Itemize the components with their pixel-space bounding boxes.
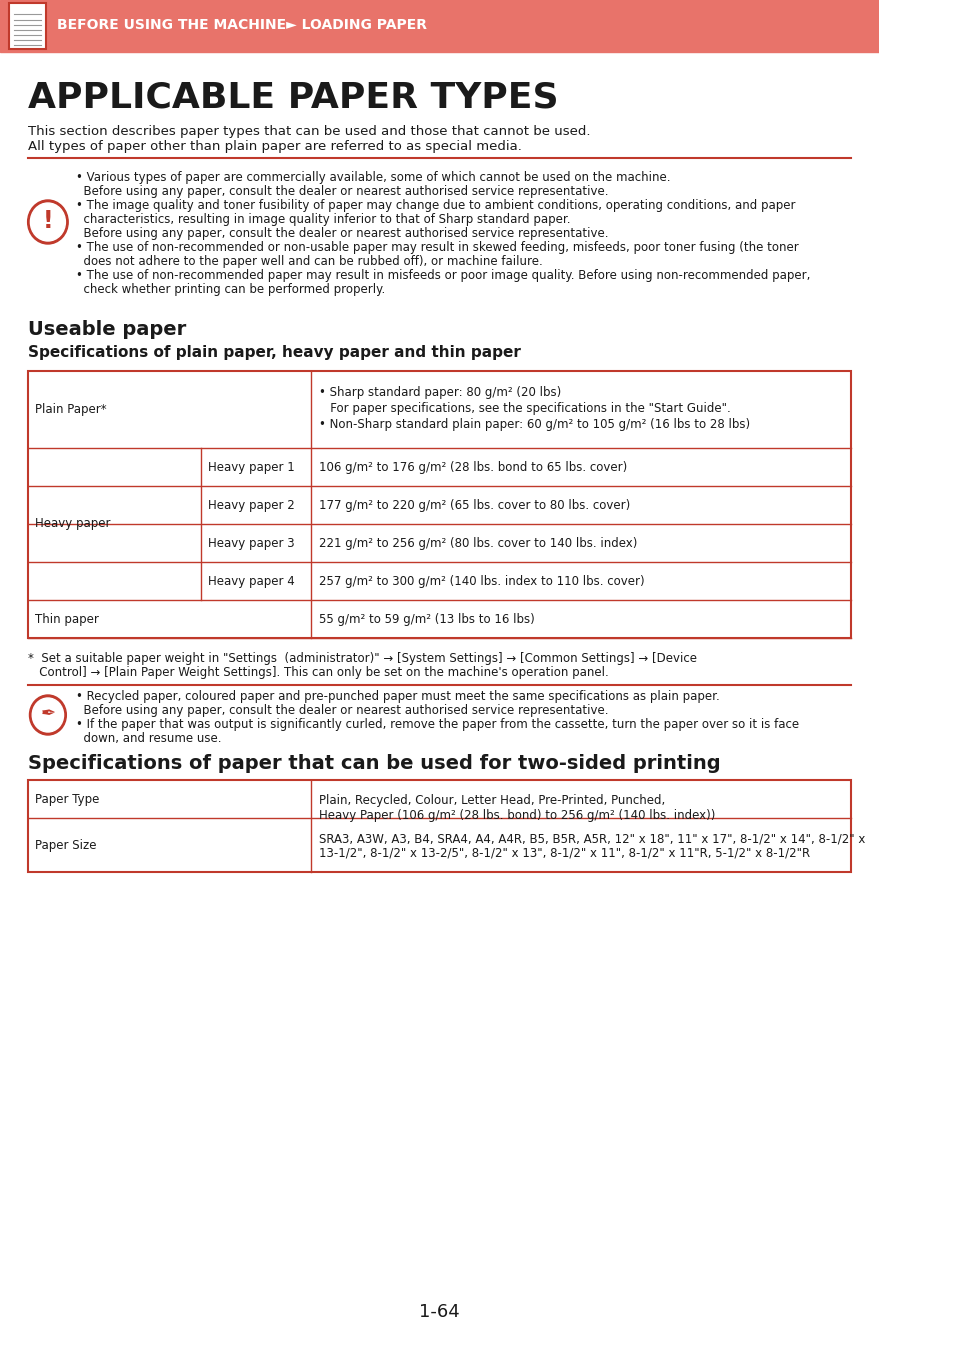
Text: SRA3, A3W, A3, B4, SRA4, A4, A4R, B5, B5R, A5R, 12" x 18", 11" x 17", 8-1/2" x 1: SRA3, A3W, A3, B4, SRA4, A4, A4R, B5, B5… [318, 832, 864, 845]
Text: 1-64: 1-64 [418, 1303, 459, 1322]
Text: Heavy Paper (106 g/m² (28 lbs. bond) to 256 g/m² (140 lbs. index)): Heavy Paper (106 g/m² (28 lbs. bond) to … [318, 809, 715, 822]
Text: This section describes paper types that can be used and those that cannot be use: This section describes paper types that … [28, 126, 590, 138]
Text: Before using any paper, consult the dealer or nearest authorised service represe: Before using any paper, consult the deal… [75, 185, 607, 198]
Circle shape [30, 695, 67, 734]
Text: Heavy paper 4: Heavy paper 4 [208, 575, 294, 587]
Text: down, and resume use.: down, and resume use. [75, 732, 221, 745]
Text: 13-1/2", 8-1/2" x 13-2/5", 8-1/2" x 13", 8-1/2" x 11", 8-1/2" x 11"R, 5-1/2" x 8: 13-1/2", 8-1/2" x 13-2/5", 8-1/2" x 13",… [318, 846, 809, 860]
Text: Specifications of plain paper, heavy paper and thin paper: Specifications of plain paper, heavy pap… [28, 346, 520, 360]
Bar [10, 3, 46, 49]
Text: Plain Paper*: Plain Paper* [35, 404, 107, 416]
Text: Before using any paper, consult the dealer or nearest authorised service represe: Before using any paper, consult the deal… [75, 227, 607, 240]
Circle shape [30, 202, 66, 242]
Bar [28, 780, 850, 872]
Bar [0, 0, 878, 53]
Text: !: ! [43, 209, 53, 234]
Text: APPLICABLE PAPER TYPES: APPLICABLE PAPER TYPES [28, 80, 558, 113]
Text: characteristics, resulting in image quality inferior to that of Sharp standard p: characteristics, resulting in image qual… [75, 213, 570, 225]
Text: • Recycled paper, coloured paper and pre-punched paper must meet the same specif: • Recycled paper, coloured paper and pre… [75, 690, 719, 703]
Text: 177 g/m² to 220 g/m² (65 lbs. cover to 80 lbs. cover): 177 g/m² to 220 g/m² (65 lbs. cover to 8… [318, 498, 629, 512]
Text: 106 g/m² to 176 g/m² (28 lbs. bond to 65 lbs. cover): 106 g/m² to 176 g/m² (28 lbs. bond to 65… [318, 460, 626, 474]
Text: • Various types of paper are commercially available, some of which cannot be use: • Various types of paper are commerciall… [75, 171, 669, 184]
Text: 221 g/m² to 256 g/m² (80 lbs. cover to 140 lbs. index): 221 g/m² to 256 g/m² (80 lbs. cover to 1… [318, 536, 637, 549]
Text: 55 g/m² to 59 g/m² (13 lbs to 16 lbs): 55 g/m² to 59 g/m² (13 lbs to 16 lbs) [318, 613, 534, 625]
Text: All types of paper other than plain paper are referred to as special media.: All types of paper other than plain pape… [28, 140, 521, 153]
Text: • The use of non-recommended or non-usable paper may result in skewed feeding, m: • The use of non-recommended or non-usab… [75, 242, 798, 254]
Text: • Sharp standard paper: 80 g/m² (20 lbs): • Sharp standard paper: 80 g/m² (20 lbs) [318, 386, 560, 400]
Text: 257 g/m² to 300 g/m² (140 lbs. index to 110 lbs. cover): 257 g/m² to 300 g/m² (140 lbs. index to … [318, 575, 643, 587]
Circle shape [32, 698, 64, 732]
Text: Control] → [Plain Paper Weight Settings]. This can only be set on the machine's : Control] → [Plain Paper Weight Settings]… [28, 666, 608, 679]
Text: • If the paper that was output is significantly curled, remove the paper from th: • If the paper that was output is signif… [75, 718, 798, 730]
Text: Heavy paper 3: Heavy paper 3 [208, 536, 294, 549]
Bar [28, 371, 850, 639]
Text: Heavy paper 2: Heavy paper 2 [208, 498, 294, 512]
Text: BEFORE USING THE MACHINE► LOADING PAPER: BEFORE USING THE MACHINE► LOADING PAPER [57, 18, 427, 32]
Text: • The image quality and toner fusibility of paper may change due to ambient cond: • The image quality and toner fusibility… [75, 198, 794, 212]
Text: Heavy paper 1: Heavy paper 1 [208, 460, 294, 474]
Text: does not adhere to the paper well and can be rubbed off), or machine failure.: does not adhere to the paper well and ca… [75, 255, 541, 269]
Text: For paper specifications, see the specifications in the "Start Guide".: For paper specifications, see the specif… [318, 402, 730, 414]
Text: Plain, Recycled, Colour, Letter Head, Pre-Printed, Punched,: Plain, Recycled, Colour, Letter Head, Pr… [318, 794, 664, 807]
Text: Specifications of paper that can be used for two-sided printing: Specifications of paper that can be used… [28, 755, 720, 774]
Text: check whether printing can be performed properly.: check whether printing can be performed … [75, 284, 384, 296]
Text: Paper Type: Paper Type [35, 792, 99, 806]
Text: Heavy paper: Heavy paper [35, 517, 111, 531]
Text: ✒: ✒ [40, 705, 55, 724]
Circle shape [28, 200, 68, 244]
Text: Paper Size: Paper Size [35, 838, 96, 852]
Text: *  Set a suitable paper weight in "Settings  (administrator)" → [System Settings: * Set a suitable paper weight in "Settin… [28, 652, 696, 666]
Text: Before using any paper, consult the dealer or nearest authorised service represe: Before using any paper, consult the deal… [75, 703, 607, 717]
Text: Useable paper: Useable paper [28, 320, 186, 339]
Text: • Non-Sharp standard plain paper: 60 g/m² to 105 g/m² (16 lbs to 28 lbs): • Non-Sharp standard plain paper: 60 g/m… [318, 418, 749, 431]
Text: • The use of non-recommended paper may result in misfeeds or poor image quality.: • The use of non-recommended paper may r… [75, 269, 809, 282]
Text: Thin paper: Thin paper [35, 613, 99, 625]
